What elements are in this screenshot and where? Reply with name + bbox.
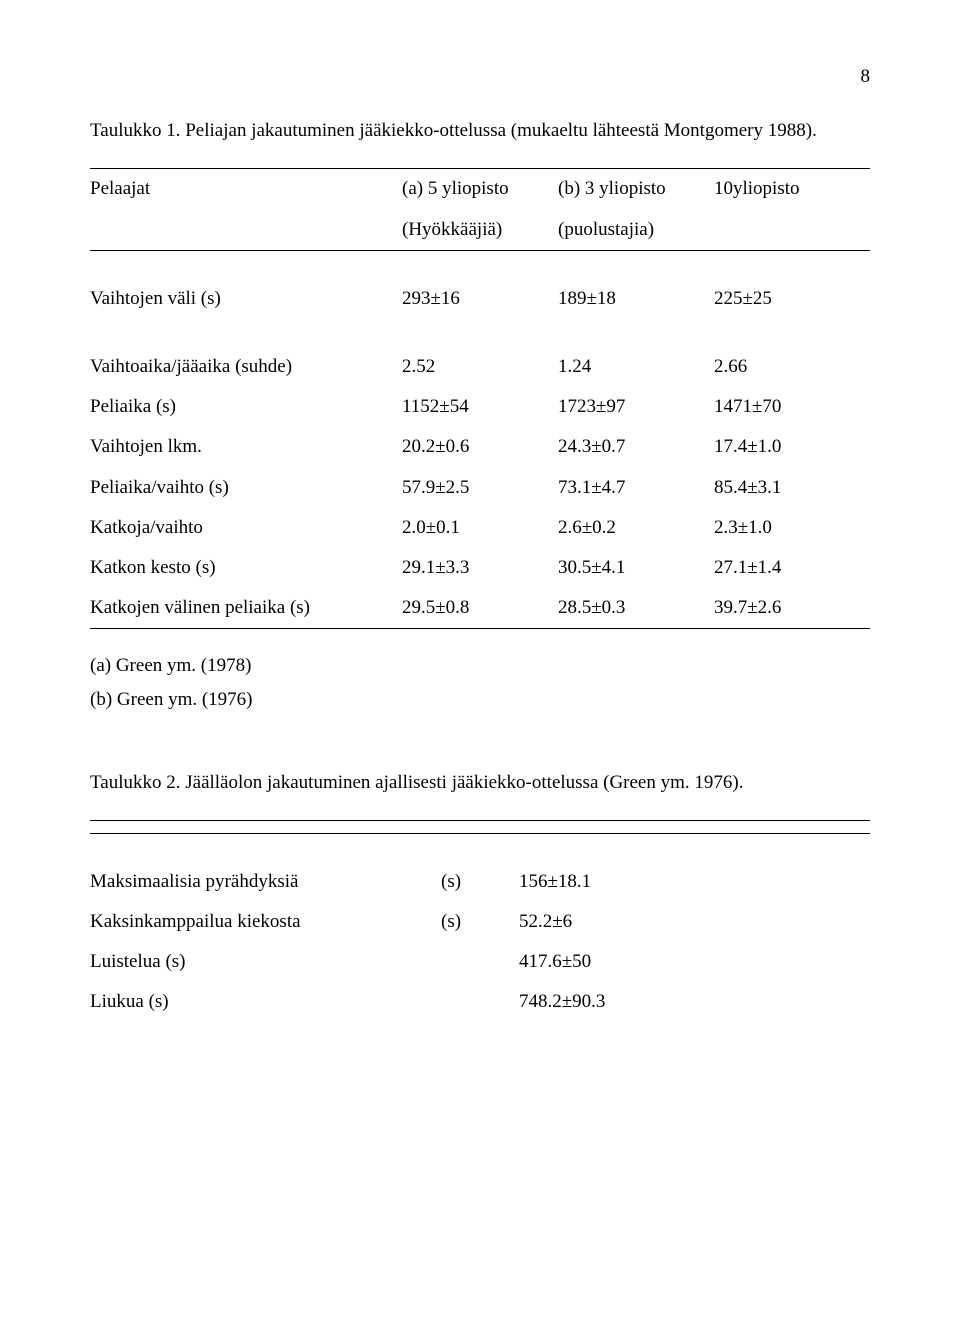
table-row-label: Vaihtojen väli (s): [90, 279, 402, 319]
table-row-label: Liukua (s): [90, 982, 441, 1022]
table1-header-c2: [714, 210, 870, 251]
table-row-label: Katkon kesto (s): [90, 548, 402, 588]
table-cell: 29.5±0.8: [402, 588, 558, 629]
table-cell: 39.7±2.6: [714, 588, 870, 629]
table-cell: 189±18: [558, 279, 714, 319]
table-row-label: Vaihtojen lkm.: [90, 427, 402, 467]
table-cell: 2.6±0.2: [558, 508, 714, 548]
table-row-label: Katkoja/vaihto: [90, 508, 402, 548]
table-row-label: Luistelua (s): [90, 942, 441, 982]
table1-caption: Taulukko 1. Peliajan jakautuminen jääkie…: [90, 114, 870, 148]
table1-header-a2: (Hyökkääjiä): [402, 210, 558, 251]
table-cell: 1471±70: [714, 387, 870, 427]
table-cell: 52.2±6: [519, 902, 870, 942]
table-cell: 20.2±0.6: [402, 427, 558, 467]
table1-header-label: Pelaajat: [90, 169, 402, 210]
table1-header-c1: 10yliopisto: [714, 169, 870, 210]
table1-header-b1: (b) 3 yliopisto: [558, 169, 714, 210]
table-row-label: Vaihtoaika/jääaika (suhde): [90, 347, 402, 387]
table-cell: 2.52: [402, 347, 558, 387]
table-cell: 156±18.1: [519, 862, 870, 902]
table-row-label: Peliaika (s): [90, 387, 402, 427]
page-number: 8: [90, 60, 870, 94]
table-row-label: Kaksinkamppailua kiekosta: [90, 902, 441, 942]
table-cell: 85.4±3.1: [714, 468, 870, 508]
table2-caption: Taulukko 2. Jäälläolon jakautuminen ajal…: [90, 766, 870, 800]
table2: Maksimaalisia pyrähdyksiä (s) 156±18.1 K…: [90, 820, 870, 1023]
table-cell: 1723±97: [558, 387, 714, 427]
table-cell: 73.1±4.7: [558, 468, 714, 508]
table1-note-b: (b) Green ym. (1976): [90, 683, 870, 717]
table-row-label: Maksimaalisia pyrähdyksiä: [90, 862, 441, 902]
table-cell: 2.0±0.1: [402, 508, 558, 548]
table1-note-a: (a) Green ym. (1978): [90, 649, 870, 683]
table-cell-unit: [441, 982, 519, 1022]
table-cell: 17.4±1.0: [714, 427, 870, 467]
table-cell: 57.9±2.5: [402, 468, 558, 508]
table-cell: 225±25: [714, 279, 870, 319]
table-cell: 27.1±1.4: [714, 548, 870, 588]
table1-header-a1: (a) 5 yliopisto: [402, 169, 558, 210]
table-cell: 2.3±1.0: [714, 508, 870, 548]
table-cell: 29.1±3.3: [402, 548, 558, 588]
table-cell: 417.6±50: [519, 942, 870, 982]
table-cell: 748.2±90.3: [519, 982, 870, 1022]
table-row-label: Katkojen välinen peliaika (s): [90, 588, 402, 629]
table1-header-b2: (puolustajia): [558, 210, 714, 251]
table-row-label: Peliaika/vaihto (s): [90, 468, 402, 508]
table1-header-empty: [90, 210, 402, 251]
table-cell-unit: (s): [441, 902, 519, 942]
table-cell: 30.5±4.1: [558, 548, 714, 588]
table-cell: 1.24: [558, 347, 714, 387]
table-cell: 2.66: [714, 347, 870, 387]
table-cell-unit: (s): [441, 862, 519, 902]
table1: Pelaajat (a) 5 yliopisto (b) 3 yliopisto…: [90, 168, 870, 629]
table-cell-unit: [441, 942, 519, 982]
table-cell: 24.3±0.7: [558, 427, 714, 467]
table-cell: 28.5±0.3: [558, 588, 714, 629]
table-cell: 1152±54: [402, 387, 558, 427]
table-cell: 293±16: [402, 279, 558, 319]
